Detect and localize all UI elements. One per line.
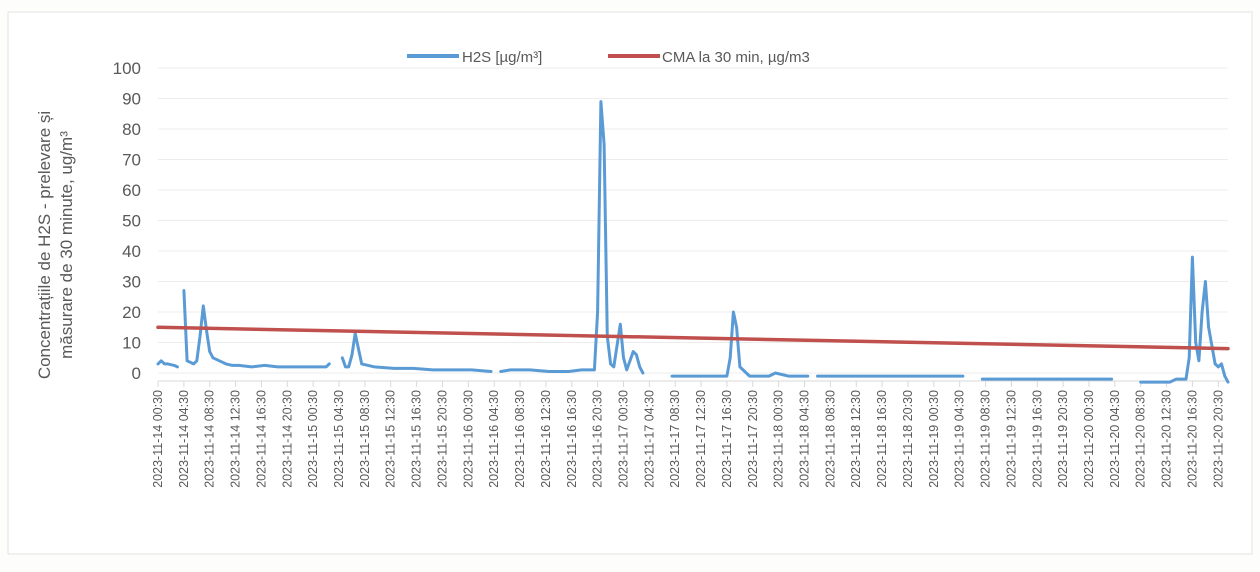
x-tick-label: 2023-11-20 16:30 — [1185, 390, 1199, 488]
y-tick-label-90: 90 — [122, 90, 141, 109]
x-tick-label: 2023-11-16 20:30 — [591, 390, 605, 488]
x-tick-label: 2023-11-20 00:30 — [1082, 390, 1096, 488]
x-tick-label: 2023-11-14 00:30 — [151, 390, 165, 488]
x-tick-label: 2023-11-17 12:30 — [694, 390, 708, 488]
x-tick-label: 2023-11-19 20:30 — [1056, 390, 1070, 488]
x-tick-label: 2023-11-17 20:30 — [746, 390, 760, 488]
x-tick-label: 2023-11-15 04:30 — [332, 390, 346, 488]
y-tick-label-0: 0 — [132, 364, 141, 383]
x-tick-label: 2023-11-16 00:30 — [461, 390, 475, 488]
x-tick-label: 2023-11-17 00:30 — [616, 390, 630, 488]
y-tick-label-50: 50 — [122, 212, 141, 231]
legend-label-cma: CMA la 30 min, µg/m3 — [662, 49, 810, 66]
x-tick-label: 2023-11-20 04:30 — [1108, 390, 1122, 488]
x-tick-label: 2023-11-17 16:30 — [720, 390, 734, 488]
x-tick-label: 2023-11-18 16:30 — [875, 390, 889, 488]
y-tick-label-60: 60 — [122, 181, 141, 200]
gridlines — [158, 67, 1228, 374]
x-tick-label: 2023-11-18 00:30 — [772, 390, 786, 488]
y-tick-label-30: 30 — [122, 273, 141, 292]
y-tick-label-80: 80 — [122, 120, 141, 139]
x-tick-label: 2023-11-14 04:30 — [177, 390, 191, 488]
series-group — [156, 100, 1230, 384]
x-tick-label: 2023-11-15 12:30 — [384, 390, 398, 488]
x-tick-label: 2023-11-16 12:30 — [539, 390, 553, 488]
y-tick-label-10: 10 — [122, 334, 141, 353]
x-tick-label: 2023-11-18 04:30 — [798, 390, 812, 488]
x-tick-label: 2023-11-15 08:30 — [358, 390, 372, 488]
x-tick-label: 2023-11-17 04:30 — [642, 390, 656, 488]
x-tick-label: 2023-11-19 04:30 — [953, 390, 967, 488]
y-axis: 0 10 20 30 40 50 60 70 80 90 100 — [113, 59, 141, 383]
y-tick-label-70: 70 — [122, 151, 141, 170]
legend: H2S [µg/m³] CMA la 30 min, µg/m3 — [407, 49, 810, 66]
x-tick-label: 2023-11-19 00:30 — [927, 390, 941, 488]
x-tick-label: 2023-11-20 08:30 — [1134, 390, 1148, 488]
x-tick-label: 2023-11-18 12:30 — [849, 390, 863, 488]
y-axis-label-line-2: măsurare de 30 minute, ug/m³ — [57, 131, 76, 359]
x-tick-label: 2023-11-15 20:30 — [435, 390, 449, 488]
x-tick-label: 2023-11-16 04:30 — [487, 390, 501, 488]
x-tick-label: 2023-11-20 20:30 — [1211, 390, 1225, 488]
y-tick-label-100: 100 — [113, 59, 141, 78]
x-tick-label: 2023-11-19 12:30 — [1004, 390, 1018, 488]
x-tick-label: 2023-11-14 12:30 — [229, 390, 243, 488]
y-tick-label-40: 40 — [122, 242, 141, 261]
x-axis: 2023-11-14 00:30 2023-11-14 04:30 2023-11-… — [151, 380, 1228, 488]
x-tick-label: 2023-11-16 08:30 — [513, 390, 527, 488]
x-tick-label: 2023-11-14 08:30 — [203, 390, 217, 488]
x-tick-label: 2023-11-20 12:30 — [1160, 390, 1174, 488]
series-line-cma — [156, 325, 1230, 351]
legend-label-h2s: H2S [µg/m³] — [462, 49, 542, 66]
y-tick-label-20: 20 — [122, 303, 141, 322]
x-tick-label: 2023-11-15 00:30 — [306, 390, 320, 488]
x-tick-label: 2023-11-19 16:30 — [1030, 390, 1044, 488]
x-tick-label: 2023-11-15 16:30 — [410, 390, 424, 488]
x-tick-label: 2023-11-14 16:30 — [254, 390, 268, 488]
x-tick-label: 2023-11-14 20:30 — [280, 390, 294, 488]
x-tick-label: 2023-11-18 08:30 — [823, 390, 837, 488]
chart-area — [7, 11, 1253, 555]
x-tick-label: 2023-11-16 16:30 — [565, 390, 579, 488]
x-tick-label: 2023-11-18 20:30 — [901, 390, 915, 488]
x-tick-label: 2023-11-19 08:30 — [979, 390, 993, 488]
y-axis-label-line-1: Concentrațiile de H2S - prelevare și — [35, 111, 54, 379]
x-tick-label: 2023-11-17 08:30 — [668, 390, 682, 488]
